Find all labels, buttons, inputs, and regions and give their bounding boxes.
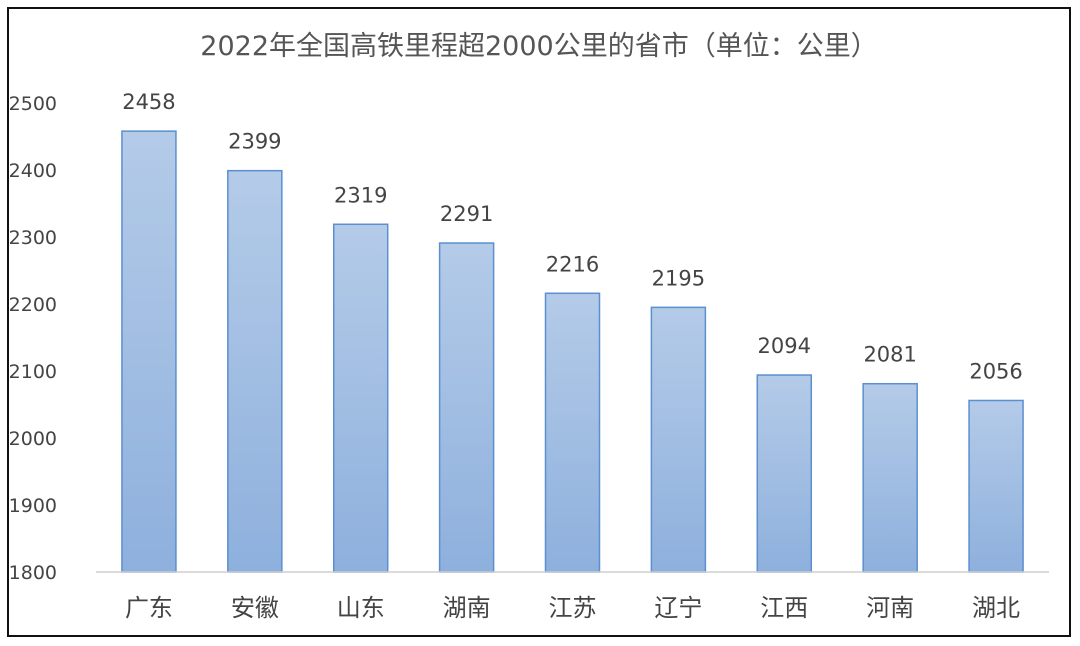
y-tick-label: 1800 <box>9 562 57 584</box>
bar <box>438 242 495 573</box>
bar <box>121 130 177 573</box>
y-tick-label: 2200 <box>9 294 57 316</box>
bar-series: 2458 2399 2319 2291 2216 2195 2094 2081 2056 <box>121 90 1024 573</box>
x-tick-label: 安徽 <box>231 594 279 622</box>
bar <box>332 223 389 573</box>
y-tick-label: 1900 <box>9 495 57 517</box>
x-tick-label: 湖北 <box>972 594 1020 622</box>
data-label: 2458 <box>122 90 175 114</box>
x-axis: 广东 安徽 山东 湖南 江苏 辽宁 江西 河南 湖北 <box>96 571 1049 622</box>
y-tick-label: 2300 <box>9 227 57 249</box>
data-label: 2319 <box>334 183 387 207</box>
bar-chart: 2022年全国高铁里程超2000公里的省市（单位：公里） 1800 1900 200… <box>9 31 1049 622</box>
x-tick-label: 河南 <box>866 594 914 622</box>
chart-frame: 2022年全国高铁里程超2000公里的省市（单位：公里） 1800 1900 200… <box>7 7 1071 637</box>
bar <box>756 374 813 573</box>
x-tick-label: 江西 <box>760 594 808 622</box>
data-label: 2216 <box>546 252 599 276</box>
data-label: 2094 <box>758 334 811 358</box>
bar <box>227 169 283 573</box>
bar <box>650 306 707 573</box>
data-label: 2399 <box>228 130 281 154</box>
x-tick-label: 辽宁 <box>654 594 702 622</box>
data-label: 2081 <box>863 343 916 367</box>
y-tick-label: 2500 <box>9 93 57 115</box>
data-label: 2195 <box>652 266 705 290</box>
y-tick-label: 2100 <box>9 361 57 383</box>
chart-title: 2022年全国高铁里程超2000公里的省市（单位：公里） <box>200 31 877 62</box>
x-tick-label: 湖南 <box>443 594 491 622</box>
x-tick-label: 广东 <box>125 594 173 622</box>
bar <box>862 382 918 573</box>
y-tick-label: 2000 <box>9 428 57 450</box>
y-axis: 1800 1900 2000 2100 2200 2300 2400 2500 <box>9 93 57 584</box>
y-tick-label: 2400 <box>9 160 57 182</box>
x-tick-label: 江苏 <box>549 594 597 622</box>
data-label: 2056 <box>969 359 1022 383</box>
bar <box>544 292 601 573</box>
x-tick-label: 山东 <box>337 594 385 622</box>
data-label: 2291 <box>440 202 493 226</box>
bar <box>968 399 1024 573</box>
